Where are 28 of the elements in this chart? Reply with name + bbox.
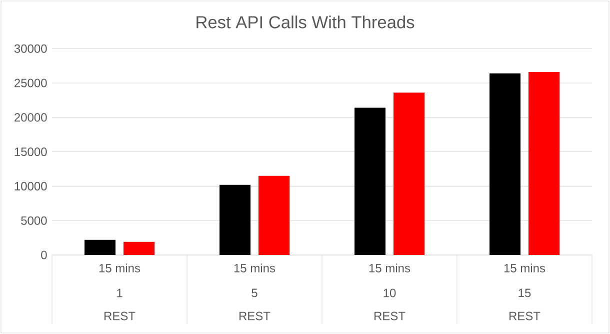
chart-title: Rest API Calls With Threads: [196, 16, 414, 28]
x-tick-label: 5: [252, 288, 258, 298]
bar: [528, 72, 560, 255]
y-tick-label: 25000: [14, 78, 47, 88]
bar: [354, 108, 386, 255]
text: 15 mins: [99, 264, 140, 272]
text: REST: [374, 312, 406, 320]
bar: [124, 242, 155, 255]
bar: [490, 73, 520, 255]
y-tick-label: 5000: [21, 216, 47, 225]
text: REST: [239, 312, 270, 320]
y-tick-label: 30000: [14, 44, 47, 53]
y-tick-label: 10000: [14, 182, 47, 190]
y-tick-label: 0: [41, 250, 47, 260]
bar: [394, 92, 424, 255]
y-tick-label: 20000: [14, 113, 47, 122]
x-tick-label: 10: [384, 288, 396, 298]
bar: [258, 176, 290, 255]
bar: [84, 240, 116, 255]
text: REST: [509, 312, 540, 320]
y-tick-label: 15000: [14, 148, 47, 156]
x-tick-label: 15: [518, 288, 531, 298]
bar: [220, 184, 251, 255]
text: 15 mins: [234, 264, 276, 272]
text: 15 mins: [369, 264, 410, 272]
text: REST: [104, 312, 136, 320]
text: 15 mins: [504, 264, 546, 272]
x-tick-label: 1: [117, 288, 122, 298]
